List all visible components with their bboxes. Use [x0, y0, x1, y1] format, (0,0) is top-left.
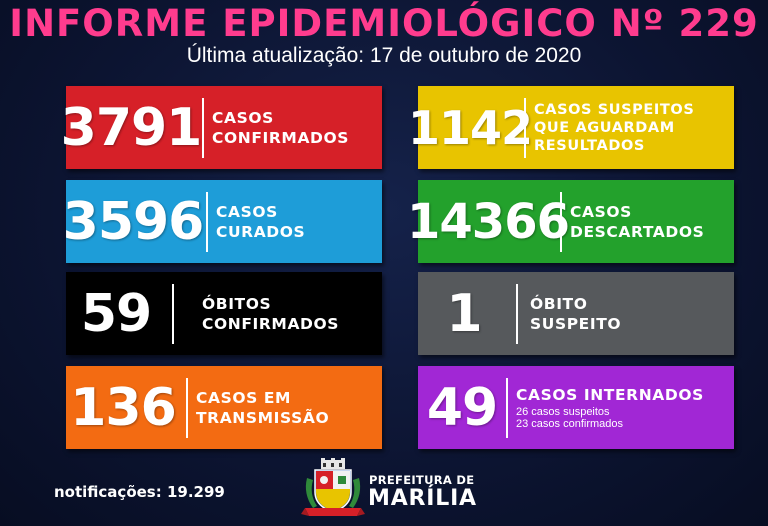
suspected-death-label: ÓBITO SUSPEITO — [530, 294, 622, 333]
hospitalized-detail-confirmed: 23 casos confirmados — [516, 417, 623, 430]
prefeitura-label: PREFEITURA DE — [369, 473, 475, 487]
cured-value: 3596 — [62, 191, 205, 252]
divider — [524, 97, 526, 158]
card-confirmed: 3791 CASOS CONFIRMADOS — [60, 86, 382, 169]
confirmed-value: 3791 — [60, 97, 203, 158]
card-deaths: 59 ÓBITOS CONFIRMADOS — [66, 272, 382, 355]
notifications-count: notificações: 19.299 — [54, 483, 225, 501]
confirmed-label: CASOS CONFIRMADOS — [212, 108, 350, 147]
deaths-value: 59 — [80, 283, 152, 344]
cured-label: CASOS CURADOS — [216, 202, 306, 241]
city-name: MARÍLIA — [368, 486, 477, 511]
divider — [172, 283, 174, 344]
card-suspected-death: 1 ÓBITO SUSPEITO — [418, 272, 734, 355]
divider — [186, 377, 188, 438]
card-discarded: 14366 CASOS DESCARTADOS — [407, 180, 734, 263]
divider — [506, 377, 508, 438]
divider — [206, 191, 208, 252]
page-title: INFORME EPIDEMIOLÓGICO Nº 229 — [9, 2, 759, 45]
card-suspected: 1142 CASOS SUSPEITOS QUE AGUARDAM RESULT… — [407, 86, 734, 169]
divider — [560, 191, 562, 252]
hospitalized-label: CASOS INTERNADOS 26 casos suspeitos 23 c… — [516, 385, 704, 430]
transmission-value: 136 — [70, 377, 177, 438]
card-hospitalized: 49 CASOS INTERNADOS 26 casos suspeitos 2… — [418, 366, 734, 449]
hospitalized-detail-suspected: 26 casos suspeitos — [516, 405, 610, 418]
suspected-death-value: 1 — [446, 283, 482, 344]
card-transmission: 136 CASOS EM TRANSMISSÃO — [66, 366, 382, 449]
hospitalized-value: 49 — [426, 377, 498, 438]
suspected-value: 1142 — [407, 100, 533, 155]
divider — [516, 283, 518, 344]
discarded-label: CASOS DESCARTADOS — [570, 202, 705, 241]
card-cured: 3596 CASOS CURADOS — [62, 180, 382, 263]
discarded-value: 14366 — [407, 193, 570, 250]
coat-of-arms-icon — [301, 458, 365, 520]
suspected-label: CASOS SUSPEITOS QUE AGUARDAM RESULTADOS — [534, 101, 695, 154]
transmission-label: CASOS EM TRANSMISSÃO — [196, 388, 330, 427]
divider — [202, 97, 204, 158]
deaths-label: ÓBITOS CONFIRMADOS — [202, 294, 340, 333]
last-update: Última atualização: 17 de outubro de 202… — [186, 44, 582, 67]
